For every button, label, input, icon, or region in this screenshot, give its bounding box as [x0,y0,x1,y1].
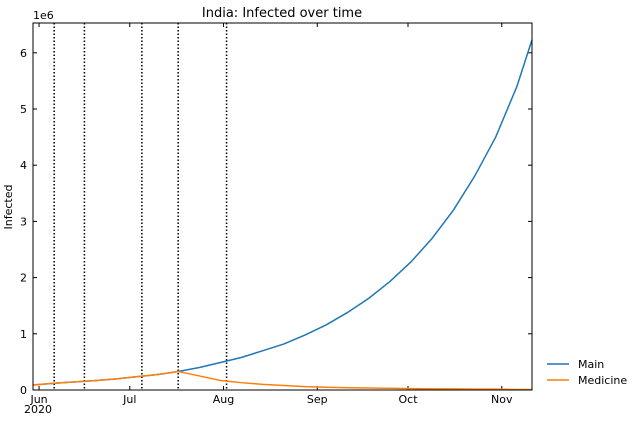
x-tick-label: Nov [491,393,513,406]
y-tick-label: 2 [20,272,27,285]
legend-label: Medicine [578,374,627,387]
year-label: 2020 [24,403,52,416]
legend-label: Main [578,358,604,371]
x-tick-label: Jun [29,393,47,406]
x-tick-label: Aug [213,393,234,406]
y-axis-label: Infected [2,185,15,230]
offset-label: 1e6 [33,9,54,22]
plot-frame [32,22,533,391]
x-tick-label: Oct [398,393,418,406]
x-tick-label: Jul [122,393,136,406]
y-tick-label: 6 [20,47,27,60]
y-tick-label: 3 [20,215,27,228]
line-series [32,39,533,386]
y-tick-label: 5 [20,103,27,116]
y-tick-label: 0 [20,384,27,397]
y-tick-label: 4 [20,159,27,172]
chart-title: India: Infected over time [202,6,362,21]
x-tick-label: Sep [307,393,328,406]
y-tick-label: 1 [20,328,27,341]
line-series [32,370,532,391]
